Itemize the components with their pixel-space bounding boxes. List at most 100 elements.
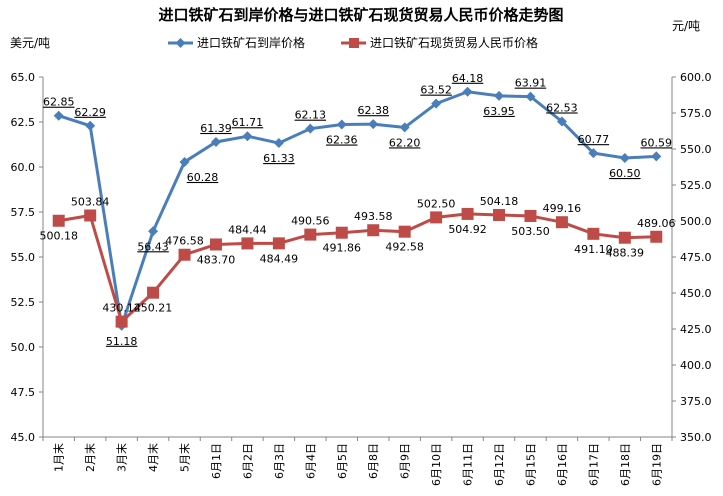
x-tick-label: 6月12日 — [493, 443, 506, 486]
data-point-square — [650, 230, 663, 243]
data-point-square — [524, 209, 537, 222]
data-point-square — [618, 231, 631, 244]
left-tick-label: 65.0 — [11, 71, 36, 84]
x-tick-label: 6月5日 — [336, 443, 349, 479]
right-tick-label: 525.0 — [680, 179, 712, 192]
data-label: 483.70 — [197, 253, 236, 266]
data-point-square — [367, 224, 380, 237]
data-label: 62.13 — [295, 109, 327, 122]
right-tick-label: 400.0 — [680, 359, 712, 372]
x-tick-label: 6月3日 — [273, 443, 286, 479]
data-label: 60.77 — [578, 133, 610, 146]
data-label: 430.12 — [102, 302, 141, 315]
left-axis-label: 美元/吨 — [10, 36, 50, 50]
x-tick-label: 6月17日 — [587, 443, 600, 486]
data-point-diamond — [619, 153, 630, 163]
data-point-square — [52, 214, 65, 227]
data-point-diamond — [368, 119, 379, 130]
right-tick-label: 550.0 — [680, 143, 712, 156]
data-label: 503.50 — [511, 225, 550, 238]
legend-label-2: 进口铁矿石现货贸易人民币价格 — [370, 35, 538, 50]
legend-label-1: 进口铁矿石到岸价格 — [197, 35, 305, 50]
data-point-diamond — [148, 226, 159, 237]
data-point-diamond — [399, 122, 410, 133]
x-tick-label: 6月11日 — [462, 443, 475, 486]
left-tick-label: 62.5 — [11, 116, 36, 129]
legend-square-icon — [349, 38, 359, 48]
data-point-diamond — [462, 86, 473, 97]
data-label: 488.39 — [606, 247, 645, 260]
right-tick-label: 350.0 — [680, 431, 712, 444]
data-label: 493.58 — [354, 210, 393, 223]
data-point-diamond — [336, 119, 347, 130]
data-label: 62.20 — [389, 136, 421, 149]
data-point-square — [241, 237, 254, 250]
data-point-square — [335, 226, 348, 239]
data-label: 62.29 — [74, 106, 106, 119]
right-axis-label: 元/吨 — [672, 19, 700, 33]
data-point-diamond — [588, 148, 599, 159]
left-tick-label: 60.0 — [11, 161, 36, 174]
x-tick-label: 6月16日 — [556, 443, 569, 486]
data-point-diamond — [494, 90, 505, 101]
data-point-diamond — [305, 123, 316, 134]
data-point-square — [461, 207, 474, 220]
data-label: 63.52 — [420, 84, 452, 97]
data-label: 63.95 — [483, 105, 515, 118]
data-point-square — [555, 216, 568, 229]
right-tick-label: 375.0 — [680, 395, 712, 408]
data-point-square — [398, 225, 411, 238]
data-point-diamond — [525, 91, 536, 102]
left-tick-label: 50.0 — [11, 341, 36, 354]
x-tick-label: 6月19日 — [650, 443, 663, 486]
data-label: 62.53 — [546, 101, 578, 114]
data-label: 499.16 — [543, 202, 582, 215]
right-tick-label: 450.0 — [680, 287, 712, 300]
left-tick-label: 45.0 — [11, 431, 36, 444]
data-label: 504.92 — [448, 223, 487, 236]
data-point-square — [84, 209, 97, 222]
left-tick-label: 55.0 — [11, 251, 36, 264]
right-tick-label: 475.0 — [680, 251, 712, 264]
x-tick-label: 4月末 — [146, 443, 160, 472]
data-label: 62.36 — [326, 134, 358, 147]
data-point-diamond — [210, 136, 221, 147]
x-tick-label: 6月4日 — [304, 443, 317, 479]
x-tick-label: 6月2日 — [241, 443, 254, 479]
data-label: 56.43 — [137, 240, 169, 253]
chart-title: 进口铁矿石到岸价格与进口铁矿石现货贸易人民币价格走势图 — [158, 6, 563, 24]
data-label: 60.28 — [187, 171, 219, 184]
data-label: 64.18 — [452, 72, 484, 85]
data-point-square — [147, 286, 160, 299]
data-label: 492.58 — [385, 241, 424, 254]
data-point-diamond — [273, 138, 284, 149]
data-point-diamond — [85, 120, 96, 131]
data-label: 484.44 — [228, 223, 267, 236]
right-tick-label: 575.0 — [680, 107, 712, 120]
data-label: 61.39 — [200, 122, 232, 135]
data-label: 500.18 — [39, 230, 78, 243]
data-point-diamond — [556, 116, 567, 127]
data-label: 484.49 — [260, 252, 299, 265]
data-label: 60.50 — [609, 167, 641, 180]
data-point-diamond — [431, 98, 442, 109]
data-point-square — [430, 211, 443, 224]
data-point-square — [209, 238, 222, 251]
data-point-square — [178, 248, 191, 261]
right-tick-label: 600.0 — [680, 71, 712, 84]
data-point-diamond — [651, 151, 662, 162]
data-point-square — [493, 208, 506, 221]
x-tick-label: 3月末 — [115, 443, 129, 472]
x-tick-label: 6月10日 — [430, 443, 443, 486]
left-tick-label: 47.5 — [11, 386, 36, 399]
right-tick-label: 425.0 — [680, 323, 712, 336]
data-label: 62.85 — [43, 96, 75, 109]
right-tick-label: 500.0 — [680, 215, 712, 228]
data-label: 491.86 — [323, 242, 362, 255]
data-point-square — [115, 315, 128, 328]
data-label: 476.58 — [165, 235, 204, 248]
legend: 进口铁矿石到岸价格 进口铁矿石现货贸易人民币价格 — [168, 35, 538, 50]
data-label: 489.06 — [637, 217, 676, 230]
